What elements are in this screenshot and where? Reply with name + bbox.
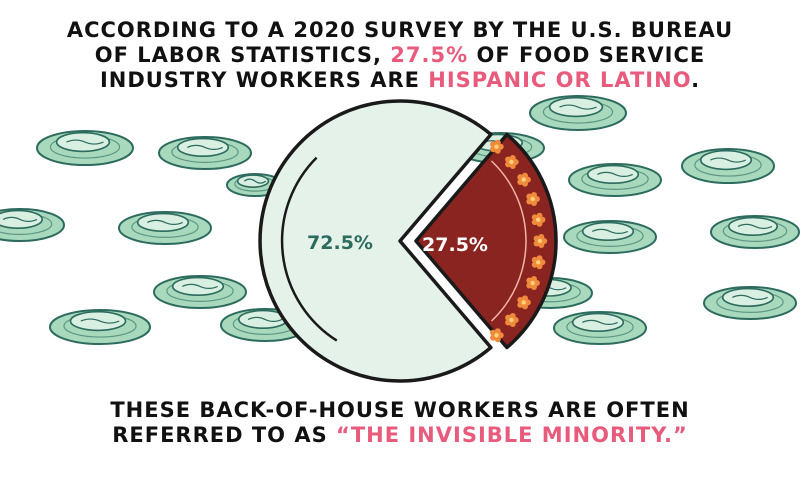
headline-line-2: OF LABOR STATISTICS, 27.5% OF FOOD SERVI… xyxy=(0,43,800,68)
flower-icon xyxy=(490,328,504,343)
pie-slice-27-5 xyxy=(414,132,558,350)
pie-label-72-5: 72.5% xyxy=(307,232,373,254)
plate-icon xyxy=(153,275,247,309)
pie-slice-72-5 xyxy=(258,99,493,383)
plate-icon xyxy=(681,148,775,184)
plate-icon xyxy=(118,211,212,245)
plate-icon xyxy=(710,215,800,249)
footer-line-2-text: REFERRED TO AS xyxy=(112,423,337,447)
headline-line-3-end: . xyxy=(691,68,701,92)
slice-inner-line xyxy=(490,160,527,322)
flower-icon xyxy=(533,234,548,248)
flower-icon xyxy=(490,139,504,154)
plate-icon xyxy=(158,136,252,170)
headline: ACCORDING TO A 2020 SURVEY BY THE U.S. B… xyxy=(0,18,800,93)
plate-icon xyxy=(49,309,151,345)
plate-icon xyxy=(529,95,627,131)
pie-inner-arc-decoration xyxy=(280,156,338,342)
headline-line-3: INDUSTRY WORKERS ARE HISPANIC OR LATINO. xyxy=(0,68,800,93)
headline-percentage-highlight: 27.5% xyxy=(390,43,469,67)
headline-group-highlight: HISPANIC OR LATINO xyxy=(428,68,692,92)
footer-quote-highlight: “THE INVISIBLE MINORITY.” xyxy=(336,423,688,447)
plate-icon xyxy=(553,311,647,345)
flower-icon xyxy=(505,313,519,327)
flower-icon xyxy=(517,172,531,187)
plate-icon xyxy=(703,286,797,320)
plate-icon xyxy=(0,208,65,242)
flower-icon xyxy=(526,192,540,206)
flower-icon xyxy=(531,212,546,227)
plate-icon xyxy=(568,163,662,197)
pie-label-27-5: 27.5% xyxy=(422,234,488,256)
footer-line-2: REFERRED TO AS “THE INVISIBLE MINORITY.” xyxy=(0,423,800,448)
pie-slice-flower-pattern xyxy=(490,139,548,343)
flower-icon xyxy=(531,255,546,270)
flower-icon xyxy=(517,295,531,310)
flower-icon xyxy=(526,276,540,290)
headline-line-3-text: INDUSTRY WORKERS ARE xyxy=(99,68,429,92)
background-plates xyxy=(0,95,800,345)
pie-chart: 72.5% 27.5% xyxy=(258,99,558,383)
headline-line-1: ACCORDING TO A 2020 SURVEY BY THE U.S. B… xyxy=(66,18,734,42)
headline-line-2-text: OF LABOR STATISTICS, xyxy=(94,43,391,67)
flower-icon xyxy=(505,155,519,169)
headline-line-2-end: OF FOOD SERVICE xyxy=(468,43,706,67)
plate-icon xyxy=(563,220,657,254)
footer-line-1: THESE BACK-OF-HOUSE WORKERS ARE OFTEN xyxy=(110,398,690,422)
plate-icon xyxy=(36,130,134,166)
footer-caption: THESE BACK-OF-HOUSE WORKERS ARE OFTEN RE… xyxy=(0,398,800,448)
